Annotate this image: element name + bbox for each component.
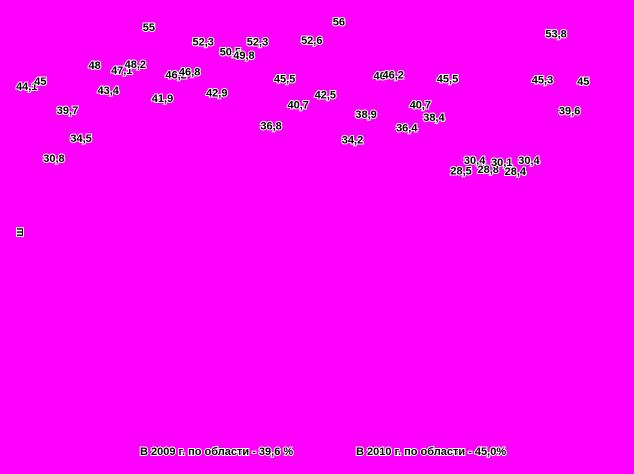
data-label: 36,8	[260, 121, 281, 133]
data-label: 53,8	[545, 28, 566, 40]
data-label: 49,8	[233, 50, 254, 62]
data-label: 45	[577, 76, 589, 88]
data-label: 38,4	[423, 112, 445, 124]
annotation: В 2010 г. по области - 45,0%	[356, 446, 506, 458]
data-label: 47,1	[111, 65, 132, 77]
data-label: 30,1	[491, 157, 512, 169]
annotation: В 2009 г. по области - 39,6 %	[140, 446, 293, 458]
data-label: 41,9	[152, 93, 173, 105]
data-label: 36,4	[396, 123, 418, 135]
data-label: 46,8	[179, 66, 200, 78]
data-label: 45,5	[437, 73, 458, 85]
data-label: 46,2	[383, 70, 404, 82]
data-label: 28,5	[450, 166, 471, 178]
data-label: 42,9	[206, 88, 227, 100]
data-label: 48,2	[125, 59, 146, 71]
data-label: 30,8	[43, 153, 64, 165]
data-label: 40,7	[410, 99, 431, 111]
data-label: 46	[374, 71, 386, 83]
data-label: 56	[333, 17, 345, 29]
data-label: 48	[89, 60, 101, 72]
data-label: 52,6	[301, 35, 322, 47]
data-label: 45,3	[532, 75, 553, 87]
data-label: 45,5	[274, 73, 295, 85]
data-label: 38,9	[355, 109, 376, 121]
data-label: 28,4	[505, 166, 527, 178]
data-label: 42,5	[315, 90, 336, 102]
data-label: 45	[34, 76, 46, 88]
data-label: 34,2	[342, 135, 363, 147]
data-label: 55	[143, 22, 155, 34]
data-label: 44,1	[16, 81, 37, 93]
data-label: 39,6	[559, 105, 580, 117]
data-label: 39,7	[57, 105, 78, 117]
data-label: 28,8	[478, 164, 499, 176]
data-label: 52,3	[247, 37, 268, 49]
y-axis-label: ш	[14, 227, 26, 236]
data-label: 46,2	[165, 70, 186, 82]
data-label: 30,4	[464, 155, 486, 167]
data-label: 30,4	[518, 155, 540, 167]
data-label: 40,7	[288, 99, 309, 111]
data-label: 43,4	[98, 85, 120, 97]
data-label: 52,3	[193, 37, 214, 49]
data-label: 50,5	[220, 46, 241, 58]
data-label: 34,5	[70, 133, 91, 145]
